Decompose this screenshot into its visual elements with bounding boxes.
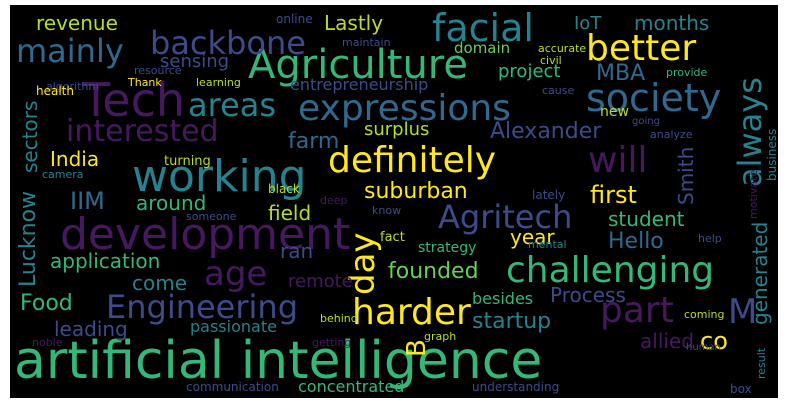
word-civil: civil [540, 54, 562, 67]
word-leading: leading [54, 317, 128, 341]
word-mainly: mainly [16, 32, 124, 70]
word-strategy: strategy [418, 240, 477, 256]
word-iot: IoT [574, 13, 602, 34]
word-graph: graph [424, 330, 457, 343]
word-behind: behind [320, 312, 358, 325]
word-analyze: analyze [650, 128, 693, 141]
word-smith: Smith [674, 146, 698, 205]
word-lastly: Lastly [324, 11, 384, 35]
word-surplus: surplus [364, 119, 430, 140]
word-application: application [50, 249, 161, 273]
word-iim: IIM [70, 187, 105, 215]
word-besides: besides [472, 289, 534, 308]
word-co: co [700, 327, 728, 355]
word-box: box [730, 382, 752, 396]
word-cloud: artificial intelligence development work… [10, 5, 778, 398]
word-sensing: sensing [160, 51, 230, 72]
word-age: age [204, 254, 268, 294]
word-accurate: accurate [538, 42, 587, 55]
word-learning: learning [196, 76, 241, 89]
word-business: business [765, 128, 778, 181]
word-challenging: challenging [506, 250, 715, 291]
word-human: human [686, 342, 721, 353]
word-process: Process [550, 283, 626, 307]
word-field: field [268, 201, 312, 225]
word-artificial-intelligence: artificial intelligence [14, 331, 543, 391]
word-project: project [498, 61, 561, 82]
word-algorithm: algorithm [46, 80, 100, 93]
word-result: result [755, 347, 768, 379]
word-online: online [276, 12, 313, 26]
word-camera: camera [42, 168, 84, 181]
word-thank: Thank [128, 76, 162, 89]
word-turning: turning [164, 154, 211, 169]
word-expressions: expressions [298, 88, 511, 129]
word-suburban: suburban [364, 179, 468, 204]
word-generated: generated [748, 221, 772, 325]
word-development: development [60, 209, 351, 260]
word-deep: deep [320, 194, 348, 207]
word-interested: interested [66, 114, 219, 149]
word-domain: domain [454, 39, 511, 57]
word-alexander: Alexander [490, 119, 602, 144]
word-going: going [632, 116, 660, 127]
word-india: India [50, 147, 100, 171]
word-tech: Tech [82, 73, 186, 127]
word-getting: getting [312, 336, 352, 349]
word-entrepreneurship: entrepreneurship [290, 75, 429, 94]
word-harder: harder [352, 292, 471, 333]
word-founded: founded [388, 259, 479, 284]
word-farm: farm [288, 129, 340, 154]
word-passionate: passionate [190, 317, 277, 336]
word-ran: ran [280, 239, 314, 263]
word-understanding: understanding [472, 380, 560, 394]
word-first: first [590, 181, 637, 209]
word-come: come [132, 271, 188, 295]
word-allied: allied [640, 329, 694, 353]
word-facial: facial [432, 6, 534, 50]
word-remote: remote [288, 271, 353, 292]
word-concentrated: concentrated [298, 377, 405, 396]
word-coming: coming [684, 308, 725, 321]
word-cause: cause [542, 84, 575, 97]
word-startup: startup [472, 309, 552, 334]
word-new: new [600, 104, 629, 120]
word-health: health [36, 84, 74, 98]
word-communication: communication [186, 380, 279, 394]
word-motivate: motivate [747, 169, 760, 219]
word-agriculture: Agriculture [248, 42, 468, 88]
word-year: year [510, 225, 555, 249]
word-black: black [268, 182, 300, 196]
word-fact: fact [380, 230, 405, 245]
word-m: M [728, 292, 758, 332]
word-working: working [132, 151, 307, 202]
word-help: help [698, 232, 722, 245]
word-sectors: sectors [18, 100, 42, 173]
word-engineering: Engineering [106, 288, 298, 326]
word-lucknow: Lucknow [16, 190, 41, 287]
word-society: society [586, 76, 722, 120]
word-better: better [586, 28, 697, 69]
word-hello: Hello [608, 229, 664, 254]
word-revenue: revenue [36, 11, 118, 35]
word-noble: noble [32, 336, 63, 349]
word-maintain: maintain [342, 36, 391, 49]
word-areas: areas [188, 86, 277, 124]
word-lately: lately [532, 188, 566, 202]
word-backbone: backbone [150, 24, 306, 62]
word-someone: someone [186, 210, 237, 223]
word-provide: provide [666, 66, 708, 79]
word-will: will [588, 140, 648, 181]
word-student: student [608, 207, 685, 231]
word-part: part [600, 290, 674, 331]
word-mental: mental [528, 238, 567, 251]
word-resource: resource [134, 64, 182, 77]
word-food: Food [20, 291, 73, 316]
word-definitely: definitely [328, 140, 497, 181]
word-around: around [136, 191, 207, 215]
word-months: months [634, 11, 710, 35]
word-agritech: Agritech [438, 198, 573, 236]
word-know: know [372, 204, 402, 217]
word-mba: MBA [596, 61, 646, 86]
